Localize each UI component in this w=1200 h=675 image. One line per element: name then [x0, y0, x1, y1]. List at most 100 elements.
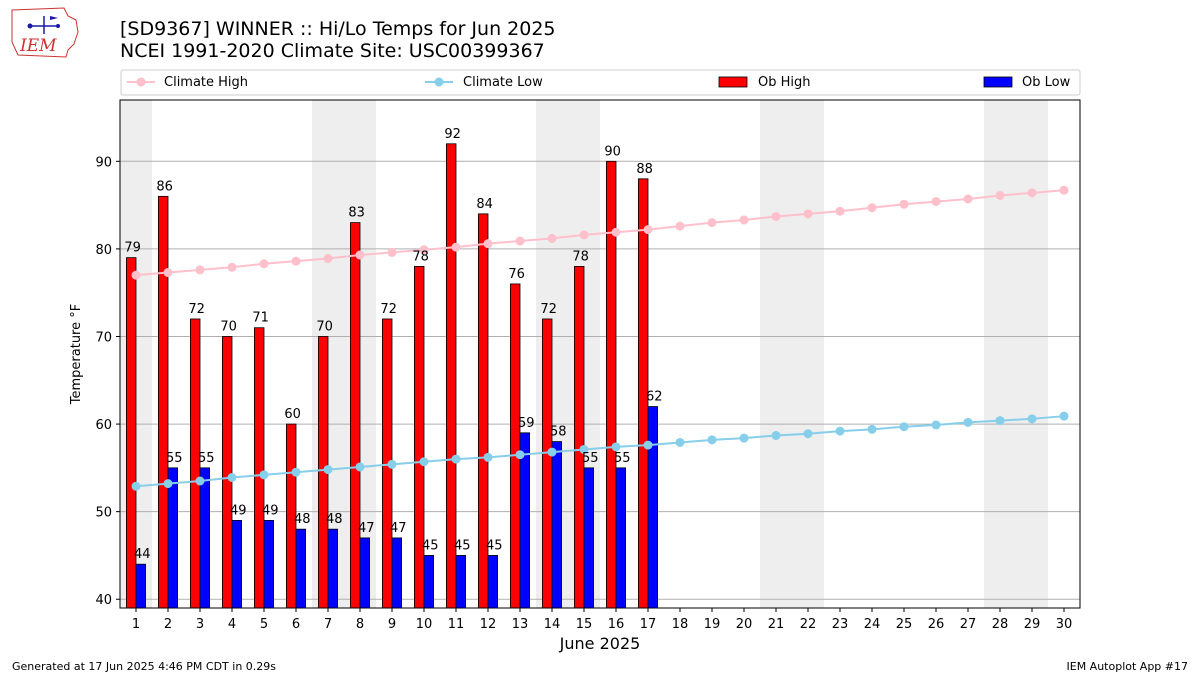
ob-low-value-label: 44: [134, 547, 151, 562]
ob-high-bar: [542, 318, 553, 609]
x-tick-label: 23: [832, 617, 849, 632]
weather-station-icon: [27, 16, 60, 34]
climate-low-line: [135, 415, 1065, 488]
x-tick-label: 6: [292, 617, 300, 632]
legend-label-climate-low: Climate Low: [463, 75, 543, 90]
ob-high-bar: [509, 283, 521, 609]
climate-high-point: [259, 259, 269, 269]
climate-high-point: [195, 265, 205, 275]
x-tick-label: 13: [512, 617, 529, 632]
ob-low-value-label: 45: [486, 538, 503, 553]
climate-low-point: [707, 435, 717, 445]
x-tick-label: 28: [992, 617, 1009, 632]
ob-low-value-label: 45: [454, 538, 471, 553]
climate-low-point: [1059, 411, 1069, 421]
ob-low-bar: [295, 528, 307, 609]
app-label: IEM Autoplot App #17: [1067, 660, 1189, 673]
climate-high-point: [451, 242, 461, 252]
ob-high-value-label: 72: [540, 302, 557, 317]
ob-low-value-label: 59: [518, 416, 535, 431]
legend-entry-ob-low: Ob Low: [983, 75, 1071, 90]
ob-low-value-label: 55: [198, 451, 215, 466]
climate-high-point: [515, 236, 525, 246]
climate-high-line: [135, 189, 1065, 277]
climate-high-point: [643, 225, 653, 235]
legend-entry-ob-high: Ob High: [718, 75, 811, 90]
climate-low-point: [195, 476, 205, 486]
ob-low-bar: [455, 555, 467, 609]
legend-label-ob-high: Ob High: [758, 75, 811, 90]
climate-high-point: [579, 230, 589, 240]
gridlines: [120, 160, 1080, 600]
bars: [126, 143, 659, 609]
climate-low-point: [675, 437, 685, 447]
x-tick-label: 24: [864, 617, 881, 632]
climate-low-point: [547, 447, 557, 457]
legend: Climate High Climate Low Ob High Ob Low: [120, 69, 1081, 96]
ob-high-value-label: 60: [284, 407, 301, 422]
ob-low-bar: [551, 441, 563, 609]
climate-high-point: [899, 199, 909, 209]
y-tick-label: 40: [95, 593, 112, 608]
ob-high-value-label: 88: [636, 162, 653, 177]
climate-low-point: [963, 417, 973, 427]
ob-high-value-label: 78: [412, 249, 429, 264]
climate-high-point: [931, 197, 941, 207]
ob-low-bar: [647, 406, 659, 609]
ob-low-value-label: 58: [550, 425, 567, 440]
ob-low-value-label: 55: [614, 451, 631, 466]
climate-low-point: [355, 462, 365, 472]
climate-low-point: [163, 479, 173, 489]
x-tick-label: 26: [928, 617, 945, 632]
climate-low-point: [259, 470, 269, 480]
generated-timestamp: Generated at 17 Jun 2025 4:46 PM CDT in …: [12, 660, 276, 673]
ob-low-bar: [327, 528, 339, 609]
climate-high-point: [291, 256, 301, 266]
ob-high-value-label: 76: [508, 267, 525, 282]
x-tick-label: 20: [736, 617, 753, 632]
climate-low-point: [419, 457, 429, 467]
ob-high-bar: [349, 222, 361, 609]
ob-low-bar: [519, 432, 531, 609]
climate-low-point: [387, 459, 397, 469]
ob-low-value-label: 48: [326, 512, 343, 527]
y-tick-label: 80: [95, 243, 112, 258]
climate-low-point: [803, 429, 813, 439]
climate-low-point: [835, 426, 845, 436]
climate-low-point: [1027, 414, 1037, 424]
ob-high-bar: [221, 336, 233, 609]
ob-high-value-label: 78: [572, 249, 589, 264]
bar-value-labels: 79 86 72 70 71 60 70 83 72 78 92 84 76 72 78 90 88 44 55 55…: [124, 127, 662, 562]
y-axis-ticks: 40 50 60 70 80 90: [95, 155, 120, 608]
x-tick-label: 2: [164, 617, 172, 632]
legend-entry-climate-low: Climate Low: [425, 75, 543, 90]
y-axis-label: Temperature °F: [69, 304, 84, 405]
climate-low-point: [579, 444, 589, 454]
climate-high-point: [739, 215, 749, 225]
ob-low-bar: [615, 467, 627, 609]
x-tick-label: 7: [324, 617, 332, 632]
x-tick-label: 4: [228, 617, 236, 632]
x-tick-label: 22: [800, 617, 817, 632]
climate-high-point: [995, 190, 1005, 200]
x-tick-label: 10: [416, 617, 433, 632]
climate-high-point: [675, 221, 685, 231]
y-tick-label: 50: [95, 506, 112, 521]
x-tick-label: 11: [448, 617, 465, 632]
climate-low-point: [867, 424, 877, 434]
climate-high-point: [131, 270, 141, 280]
ob-low-bar: [263, 520, 275, 609]
climate-low-point: [131, 481, 141, 491]
climate-high-point: [227, 262, 237, 272]
climate-low-point: [451, 454, 461, 464]
ob-high-value-label: 79: [124, 241, 141, 256]
climate-low-point: [931, 420, 941, 430]
ob-high-bar: [413, 266, 425, 609]
x-tick-label: 14: [544, 617, 561, 632]
ob-high-bar: [157, 195, 169, 609]
climate-high-point: [163, 268, 173, 278]
climate-low-point: [291, 467, 301, 477]
ob-low-value-label: 47: [358, 521, 375, 536]
x-tick-label: 3: [196, 617, 204, 632]
